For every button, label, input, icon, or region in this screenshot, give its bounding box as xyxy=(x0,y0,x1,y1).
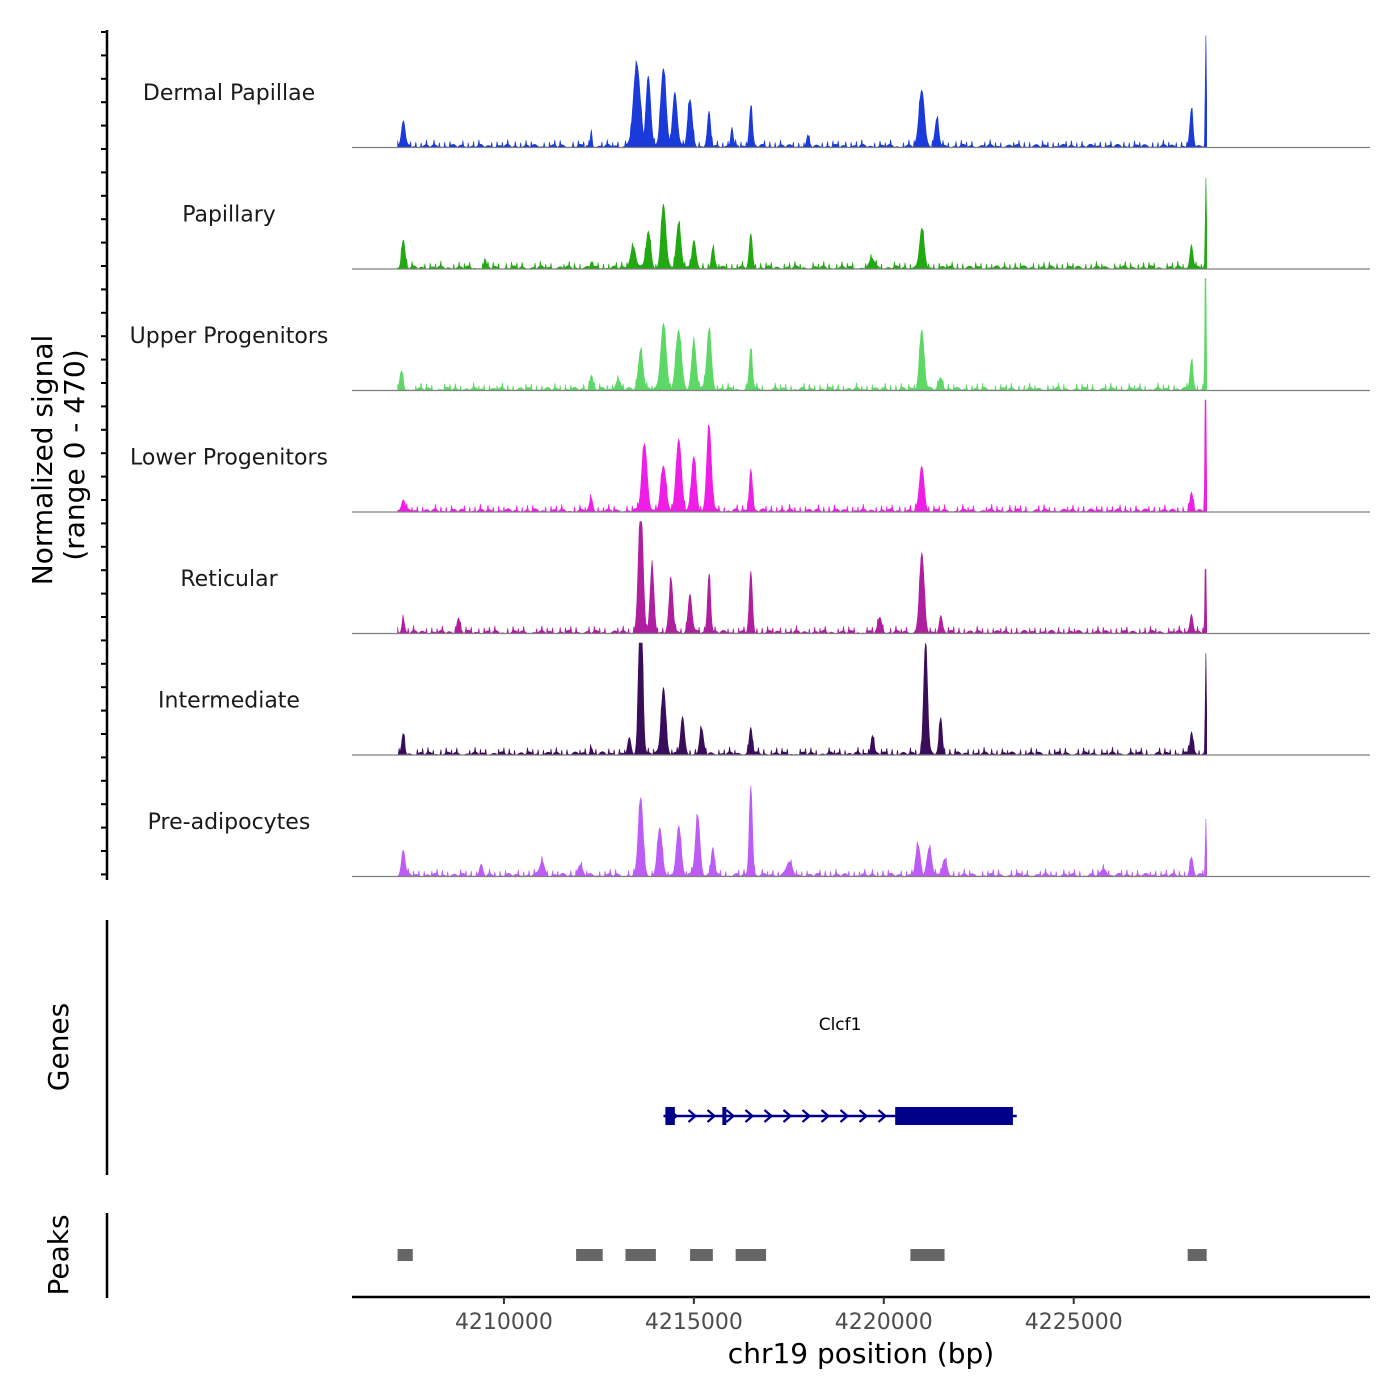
genes-track-title: Genes xyxy=(42,1003,75,1091)
track-label: Dermal Papillae xyxy=(143,81,315,106)
track-label: Reticular xyxy=(180,567,278,592)
signal-y-axis-ticks xyxy=(101,31,107,876)
strand-arrow xyxy=(744,1109,755,1123)
gene-label: Clcf1 xyxy=(819,1015,862,1035)
coverage-track: Papillary xyxy=(182,177,1370,270)
coverage-area xyxy=(397,278,1207,392)
coverage-area xyxy=(397,399,1207,513)
strand-arrow xyxy=(763,1109,774,1123)
genes-track: Clcf1 xyxy=(663,1015,1017,1125)
x-tick-label: 4220000 xyxy=(835,1310,933,1335)
peaks-track xyxy=(397,1249,1207,1261)
peak-region xyxy=(1187,1249,1207,1261)
track-label: Intermediate xyxy=(158,689,300,714)
gene-exon xyxy=(722,1107,727,1125)
peak-region xyxy=(397,1249,413,1261)
strand-arrow xyxy=(687,1109,698,1123)
strand-arrow xyxy=(839,1109,850,1123)
x-axis-title: chr19 position (bp) xyxy=(728,1337,994,1370)
strand-arrow xyxy=(782,1109,793,1123)
strand-arrow xyxy=(820,1109,831,1123)
gene-exon xyxy=(895,1107,1013,1125)
strand-arrow xyxy=(801,1109,812,1123)
coverage-area xyxy=(397,177,1207,270)
strand-arrow xyxy=(725,1109,736,1123)
coverage-track: Pre-adipocytes xyxy=(148,785,1370,878)
x-axis-ticks: 4210000 4215000 4220000 4225000 xyxy=(455,1297,1123,1335)
track-label: Lower Progenitors xyxy=(130,446,328,471)
coverage-tracks: Dermal Papillae Papillary Upper Progenitor… xyxy=(130,35,1370,878)
track-label: Papillary xyxy=(182,203,276,228)
gene-exon xyxy=(665,1107,675,1125)
peak-region xyxy=(690,1249,713,1261)
x-tick-label: 4210000 xyxy=(455,1310,553,1335)
strand-arrow xyxy=(706,1109,717,1123)
coverage-area xyxy=(397,35,1207,149)
coverage-track: Intermediate xyxy=(158,642,1370,756)
coverage-track: Upper Progenitors xyxy=(130,278,1370,392)
coverage-track: Reticular xyxy=(180,521,1370,635)
coverage-track: Dermal Papillae xyxy=(143,35,1370,149)
coverage-track: Lower Progenitors xyxy=(130,399,1370,513)
signal-y-axis-title: Normalized signal xyxy=(26,335,59,586)
signal-y-axis-subtitle: (range 0 - 470) xyxy=(58,349,91,560)
coverage-area xyxy=(397,521,1207,635)
coverage-area xyxy=(397,642,1207,756)
coverage-area xyxy=(397,785,1207,878)
peaks-track-title: Peaks xyxy=(42,1214,75,1295)
track-label: Pre-adipocytes xyxy=(148,810,311,835)
peak-region xyxy=(625,1249,656,1261)
x-tick-label: 4225000 xyxy=(1025,1310,1123,1335)
peak-region xyxy=(576,1249,603,1261)
peak-region xyxy=(910,1249,945,1261)
peak-region xyxy=(735,1249,767,1261)
track-label: Upper Progenitors xyxy=(130,324,329,349)
gene: Clcf1 xyxy=(663,1015,1017,1125)
x-tick-label: 4215000 xyxy=(645,1310,743,1335)
strand-arrow xyxy=(877,1109,888,1123)
strand-arrow xyxy=(858,1109,869,1123)
